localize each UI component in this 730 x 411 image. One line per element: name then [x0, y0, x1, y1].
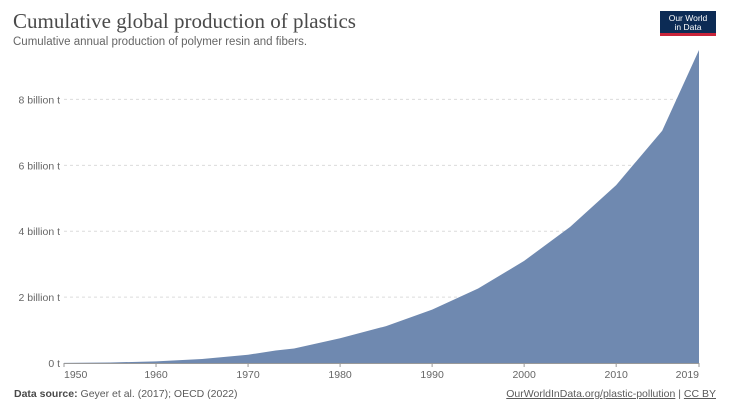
logo-line-2: in Data [674, 22, 702, 32]
x-tick-label: 2010 [604, 369, 628, 381]
footer-separator: | [678, 388, 681, 400]
x-tick-label: 1970 [236, 369, 260, 381]
data-source-label: Data source: [14, 388, 78, 400]
area-layer [64, 50, 699, 363]
axis-layer: 0 t 2 billion t 4 billion t 6 billion t 8 bi… [19, 94, 700, 381]
owid-source-link[interactable]: OurWorldInData.org/plastic-pollution [506, 388, 676, 400]
x-tick-label: 2019 [676, 369, 700, 381]
x-tick-label: 1950 [64, 369, 88, 381]
chart-title: Cumulative global production of plastics [13, 9, 356, 33]
owid-logo[interactable]: Our World in Data [660, 11, 716, 36]
license-link[interactable]: CC BY [683, 388, 716, 400]
y-tick-label: 0 t [48, 358, 60, 370]
footer: Data source: Geyer et al. (2017); OECD (… [14, 388, 716, 402]
footer-links: OurWorldInData.org/plastic-pollution | C… [506, 388, 716, 400]
x-tick-label: 1960 [144, 369, 168, 381]
x-tick-label: 2000 [512, 369, 536, 381]
y-tick-label: 8 billion t [19, 94, 61, 106]
y-tick-label: 4 billion t [19, 226, 61, 238]
logo-line-1: Our World [668, 13, 708, 23]
x-tick-label: 1980 [328, 369, 352, 381]
y-tick-label: 6 billion t [19, 160, 61, 172]
data-source: Data source: Geyer et al. (2017); OECD (… [14, 388, 238, 400]
data-source-text: Geyer et al. (2017); OECD (2022) [80, 388, 238, 400]
chart-subtitle: Cumulative annual production of polymer … [13, 36, 308, 48]
x-tick-label: 1990 [420, 369, 444, 381]
y-tick-label: 2 billion t [19, 292, 61, 304]
series-area[interactable] [64, 50, 699, 363]
